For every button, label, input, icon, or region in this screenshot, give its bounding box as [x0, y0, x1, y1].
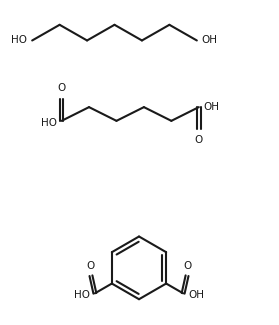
Text: OH: OH	[204, 102, 220, 112]
Text: OH: OH	[202, 35, 218, 46]
Text: O: O	[57, 84, 66, 93]
Text: O: O	[183, 261, 191, 271]
Text: HO: HO	[74, 290, 90, 300]
Text: O: O	[195, 135, 203, 145]
Text: O: O	[87, 261, 95, 271]
Text: OH: OH	[188, 290, 204, 300]
Text: HO: HO	[11, 35, 27, 46]
Text: HO: HO	[41, 118, 57, 128]
